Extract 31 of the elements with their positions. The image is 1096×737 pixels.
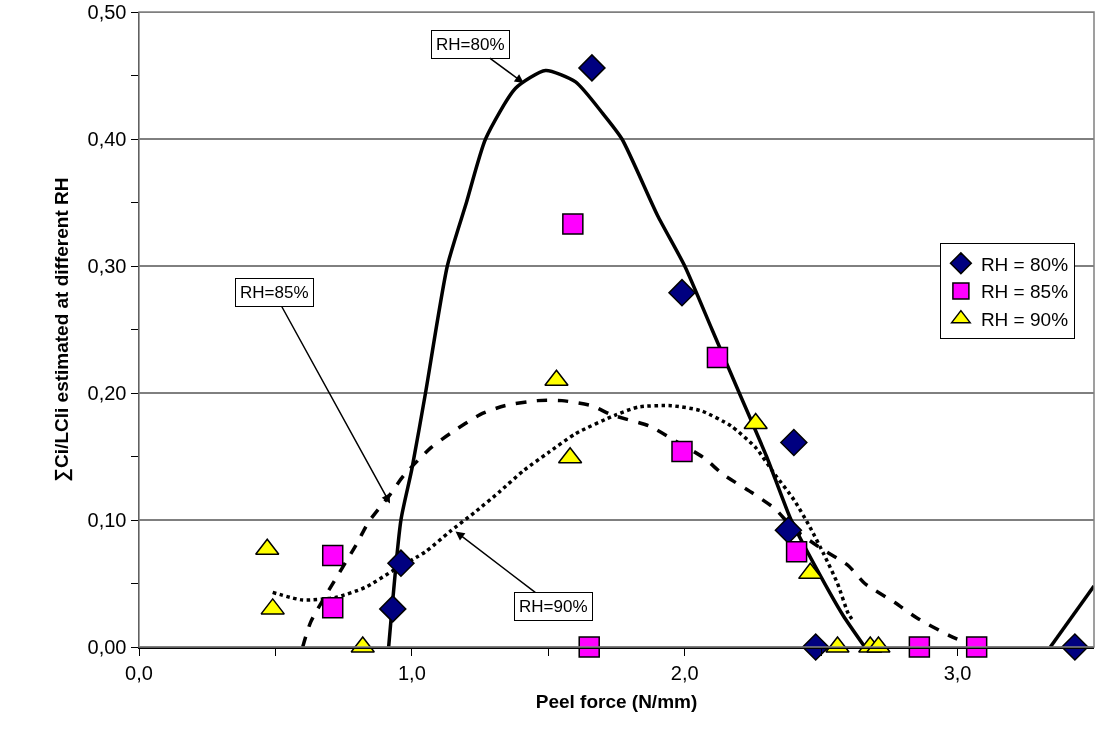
x-axis-title: Peel force (N/mm): [535, 691, 698, 713]
x-tick-label: 3,0: [943, 661, 972, 684]
point: [671, 440, 693, 463]
point: [780, 428, 808, 457]
point: [379, 595, 407, 623]
point: [321, 544, 344, 567]
point: [668, 278, 696, 307]
point: [578, 54, 606, 82]
x-tick-label: 2,0: [670, 661, 699, 684]
x-tick-label: 1,0: [397, 661, 426, 684]
annotation: RH=90%: [519, 597, 588, 616]
y-tick-label: 0,20: [87, 382, 127, 404]
point: [321, 596, 344, 619]
y-tick-label: 0,30: [87, 255, 127, 277]
x-tick-label: 0,0: [125, 661, 153, 684]
y-tick-label: 0,00: [87, 636, 127, 658]
point: [387, 549, 415, 577]
point: [785, 541, 808, 563]
point: [774, 516, 803, 544]
legend-label: RH = 85%: [980, 281, 1069, 303]
point: [562, 213, 584, 235]
y-tick-label: 0,10: [87, 509, 127, 531]
y-tick-label: 0,50: [87, 1, 127, 23]
annotation: RH=80%: [436, 35, 505, 54]
annotation: RH=85%: [240, 283, 309, 302]
y-tick-label: 0,40: [87, 128, 127, 150]
legend-label: RH = 80%: [980, 253, 1069, 275]
legend-label: RH = 90%: [980, 309, 1069, 331]
y-axis-title: ∑Ci/LCli estimated at different RH: [50, 177, 73, 482]
point: [578, 636, 600, 658]
point: [706, 346, 729, 369]
